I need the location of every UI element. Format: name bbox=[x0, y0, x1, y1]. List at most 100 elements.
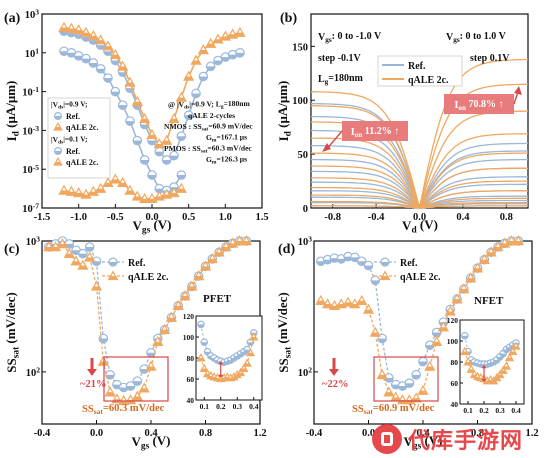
data-point-triangle-fill bbox=[154, 196, 164, 201]
data-point-triangle bbox=[437, 321, 450, 332]
data-point-circle-fill bbox=[54, 116, 62, 120]
x-tick-label: -0.4 bbox=[368, 212, 385, 223]
inset-x-tick-label: 0.3 bbox=[233, 402, 243, 411]
x-axis-label: Vgs​ (V) bbox=[133, 217, 172, 236]
data-point-triangle bbox=[95, 182, 107, 193]
data-point-circle-fill bbox=[89, 62, 98, 68]
data-point-circle bbox=[81, 53, 91, 64]
data-point-circle bbox=[125, 116, 135, 126]
data-point-circle-fill bbox=[54, 151, 62, 155]
data-point-circle-fill bbox=[147, 175, 157, 180]
data-point-circle bbox=[404, 378, 415, 388]
data-point-triangle-fill bbox=[459, 288, 469, 293]
data-point-triangle-fill bbox=[472, 268, 483, 272]
iv-curve bbox=[311, 186, 420, 209]
data-point-triangle bbox=[175, 91, 187, 102]
callout-box bbox=[342, 121, 408, 141]
data-point-triangle bbox=[471, 262, 484, 273]
iv-curve bbox=[311, 181, 420, 209]
legend: Ref. qALE 2c. bbox=[102, 257, 169, 283]
data-point-triangle-fill bbox=[98, 361, 108, 366]
data-point-triangle bbox=[43, 241, 55, 252]
data-point-circle-fill bbox=[197, 324, 205, 328]
iv-curve bbox=[419, 190, 528, 209]
data-point-triangle bbox=[239, 363, 249, 372]
data-point-triangle-fill bbox=[125, 82, 135, 87]
data-point-circle-fill bbox=[206, 66, 215, 71]
data-point-circle-fill bbox=[67, 52, 76, 57]
iv-curve bbox=[419, 205, 528, 209]
data-point-circle-fill bbox=[235, 52, 245, 57]
data-point-triangle bbox=[117, 60, 129, 71]
data-point-triangle bbox=[58, 184, 70, 195]
data-point-triangle bbox=[168, 112, 180, 124]
y-axis-label: SSsat​ (mV/dec) bbox=[275, 292, 294, 372]
inset-y-tick-label: 60 bbox=[451, 379, 459, 388]
data-point-triangle bbox=[199, 260, 212, 271]
data-point-triangle bbox=[161, 134, 173, 145]
data-point-circle bbox=[197, 320, 205, 329]
legend-title: |Vds​|=0.1 V; bbox=[51, 134, 87, 145]
data-point-circle bbox=[176, 131, 187, 142]
iv-curve bbox=[311, 196, 420, 209]
data-point-triangle bbox=[315, 294, 327, 305]
data-point-triangle-fill bbox=[140, 118, 150, 123]
inset: 0.1 0.2 0.3 0.4 40 60 80 100 120 bbox=[447, 316, 525, 415]
data-point-triangle-fill bbox=[243, 363, 251, 367]
data-point-triangle-fill bbox=[64, 253, 74, 258]
data-point-circle bbox=[205, 61, 216, 72]
data-point-circle bbox=[78, 248, 88, 259]
iv-curve bbox=[419, 180, 528, 209]
inset-x-tick-label: 0.2 bbox=[216, 402, 226, 411]
legend: Ref. qALE 2c. bbox=[377, 55, 463, 87]
data-point-triangle-fill bbox=[509, 351, 517, 355]
x-tick-label: 0.0 bbox=[413, 212, 426, 223]
data-point-circle-fill bbox=[74, 34, 83, 39]
data-point-triangle bbox=[213, 246, 225, 257]
data-point-triangle bbox=[70, 255, 82, 266]
data-point-triangle bbox=[342, 296, 354, 307]
data-point-circle bbox=[88, 58, 99, 68]
data-point-triangle bbox=[234, 26, 246, 37]
data-point-circle-fill bbox=[133, 140, 142, 145]
data-point-triangle-fill bbox=[445, 311, 455, 316]
data-point-triangle-fill bbox=[380, 276, 390, 280]
y-axis-label: Id​ (μA/μm) bbox=[275, 81, 294, 142]
data-point-triangle-fill bbox=[466, 278, 476, 282]
data-point-triangle-fill bbox=[493, 377, 501, 381]
data-point-triangle bbox=[153, 138, 165, 149]
legend-entry: Ref. bbox=[128, 258, 146, 269]
data-point-triangle bbox=[131, 390, 143, 401]
data-point-triangle-fill bbox=[200, 266, 211, 271]
iv-curve bbox=[311, 177, 420, 209]
data-point-circle-fill bbox=[247, 342, 254, 346]
y-tick-label: 101 bbox=[25, 46, 40, 59]
data-point-triangle-fill bbox=[240, 368, 248, 372]
data-point-triangle-fill bbox=[490, 380, 498, 384]
data-point-triangle-fill bbox=[246, 352, 255, 356]
data-point-circle bbox=[356, 256, 367, 267]
inset-y-tick-label: 40 bbox=[187, 396, 195, 405]
data-point-circle bbox=[235, 47, 245, 58]
data-point-circle bbox=[132, 376, 143, 386]
data-point-triangle-fill bbox=[323, 304, 333, 308]
data-point-circle-fill bbox=[221, 57, 230, 62]
data-point-circle-fill bbox=[78, 253, 88, 258]
legend-entry: qALE 2c. bbox=[128, 272, 169, 283]
annotation-line: step -0.1V bbox=[318, 53, 362, 64]
data-point-triangle-fill bbox=[228, 34, 238, 38]
legend-entry: Ref. bbox=[66, 147, 80, 156]
x-axis-label: Vd​ (V) bbox=[402, 217, 438, 236]
data-point-triangle bbox=[152, 335, 164, 347]
data-point-triangle-fill bbox=[139, 388, 149, 392]
inset-x-tick-label: 0.1 bbox=[200, 402, 210, 411]
legend-entry: Ref. bbox=[408, 61, 426, 72]
data-point-triangle bbox=[379, 270, 391, 281]
data-point-circle-fill bbox=[169, 155, 179, 160]
data-point-circle-fill bbox=[119, 387, 128, 392]
annotation-line: Lg​=180nm bbox=[318, 73, 364, 86]
data-point-circle-fill bbox=[162, 159, 171, 165]
inset-y-tick-label: 80 bbox=[451, 358, 459, 367]
data-point-triangle bbox=[161, 188, 173, 199]
